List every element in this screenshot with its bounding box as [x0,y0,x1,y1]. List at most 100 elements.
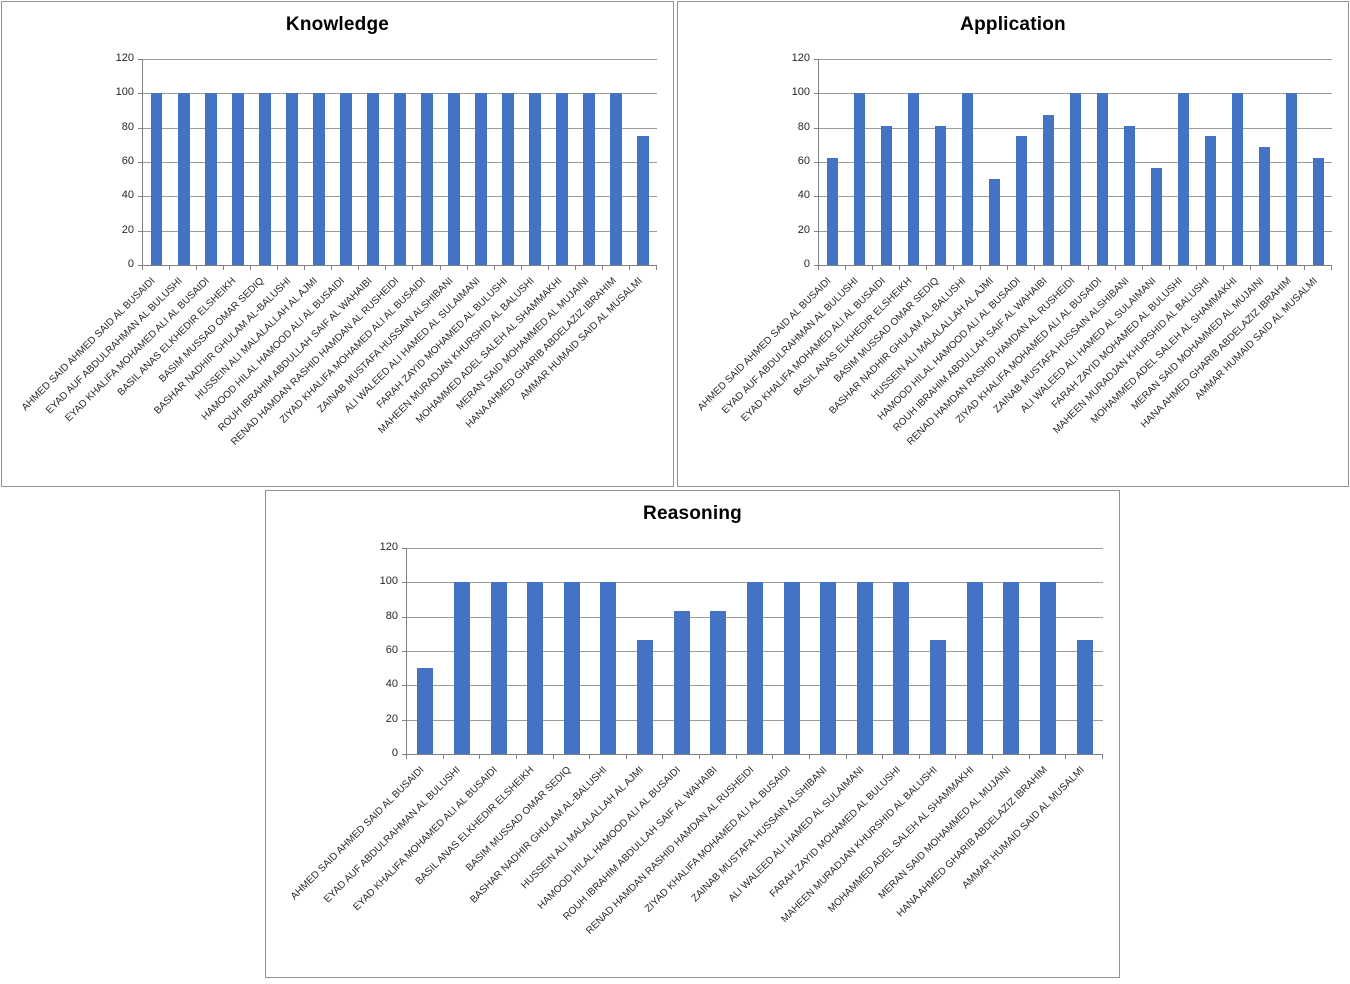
y-axis-tick [138,59,142,60]
category-slot [278,59,305,265]
y-axis-tick [138,265,142,266]
bar [394,93,406,265]
y-axis-label: 80 [121,120,134,133]
bar [1258,146,1271,265]
chart-panel-application[interactable]: Application 0 20 40 60 80 100 120 AHMED SAID AH… [677,1,1349,487]
y-axis-label: 0 [391,747,398,759]
bar [637,136,650,265]
x-axis-tick [993,755,1030,759]
bar [502,93,515,265]
x-axis-tick [1305,266,1332,270]
category-slot [480,548,517,754]
y-axis-label: 0 [803,258,810,270]
category-slot [1030,548,1067,754]
x-axis-tick [956,755,993,759]
bar [1123,125,1136,265]
bar [258,93,271,265]
x-axis-label: BASHAR NADHIR GHULAM AL-BALUSHI [468,764,610,906]
category-slot [1143,59,1170,265]
y-axis-tick [138,93,142,95]
category-slot [522,59,549,265]
bar [421,93,433,265]
category-slot [444,548,481,754]
y-axis-tick [814,196,818,198]
bar [490,582,507,754]
x-axis-label: EYAD AUF ABDULRAHMAN AL BULUSHI [322,764,463,906]
bar-series [143,59,657,265]
category-slot [630,59,657,265]
bar [880,125,893,265]
bar [475,93,488,265]
category-slot [1170,59,1197,265]
category-slot [468,59,495,265]
bar [417,668,434,754]
y-axis-label: 20 [121,223,134,236]
bar [1231,93,1244,265]
category-slot [1251,59,1278,265]
category-slot [1224,59,1251,265]
x-axis-tick [170,266,198,270]
bar-series [407,548,1103,754]
y-axis-label: 60 [797,155,810,167]
category-slot [549,59,576,265]
category-slot [1278,59,1305,265]
x-axis-tick [332,266,360,270]
x-axis-tick [1089,266,1116,270]
y-axis-tick [814,59,818,60]
x-axis-tick [1251,266,1278,270]
bar [893,582,910,754]
category-slot [305,59,332,265]
chart-title-application: Application [960,14,1066,35]
x-axis-tick [554,755,591,759]
x-axis-tick [224,266,252,270]
x-axis-tick [846,266,873,270]
x-axis-tick [197,266,225,270]
x-axis-tick [1197,266,1224,270]
category-slot [1305,59,1332,265]
x-axis-tick [441,266,468,270]
y-axis-label: 60 [385,644,398,656]
bar [177,93,190,265]
category-slot [251,59,278,265]
chart-panel-reasoning[interactable]: Reasoning 0 20 40 60 80 100 120 AHMED SAID AHME… [265,490,1120,978]
x-axis-tick [700,755,737,759]
x-axis-tick [819,266,846,270]
x-axis-tick [981,266,1008,270]
y-axis-label: 20 [797,223,810,236]
y-axis-label: 40 [385,678,398,691]
category-slot [386,59,413,265]
chart-panel-knowledge[interactable]: Knowledge 0 20 40 60 80 100 120 AHMED SAID AHME… [1,1,674,487]
x-axis-tick [444,755,481,759]
bar [339,93,352,265]
bar [907,93,920,265]
y-axis-label: 40 [121,189,134,202]
category-slot [407,548,444,754]
bar [1003,582,1020,754]
category-slot [627,548,664,754]
category-slot [819,59,846,265]
x-axis-label: ALI WALEED ALI HAMED AL SULAIMANI [726,764,867,905]
bar [826,157,839,265]
category-slot [517,548,554,754]
bar [930,639,947,754]
x-axis-tick [359,266,387,270]
y-axis-tick [138,196,142,198]
category-slot [359,59,386,265]
x-axis-tick [1278,266,1305,270]
bar [1069,93,1082,265]
x-axis-tick [847,755,884,759]
y-axis-tick [402,685,406,687]
bar [820,582,837,754]
x-axis-label: FARAH ZAYID MOHAMED AL BULUSHI [768,764,904,900]
x-axis-tick [1066,755,1103,759]
category-slot [773,548,810,754]
category-slot [576,59,603,265]
x-axis-tick [1143,266,1170,270]
x-axis-tick [1116,266,1143,270]
category-slot [170,59,197,265]
chart-title-reasoning: Reasoning [643,503,742,524]
bar [556,93,569,265]
x-axis-tick [773,755,810,759]
category-slot [737,548,774,754]
